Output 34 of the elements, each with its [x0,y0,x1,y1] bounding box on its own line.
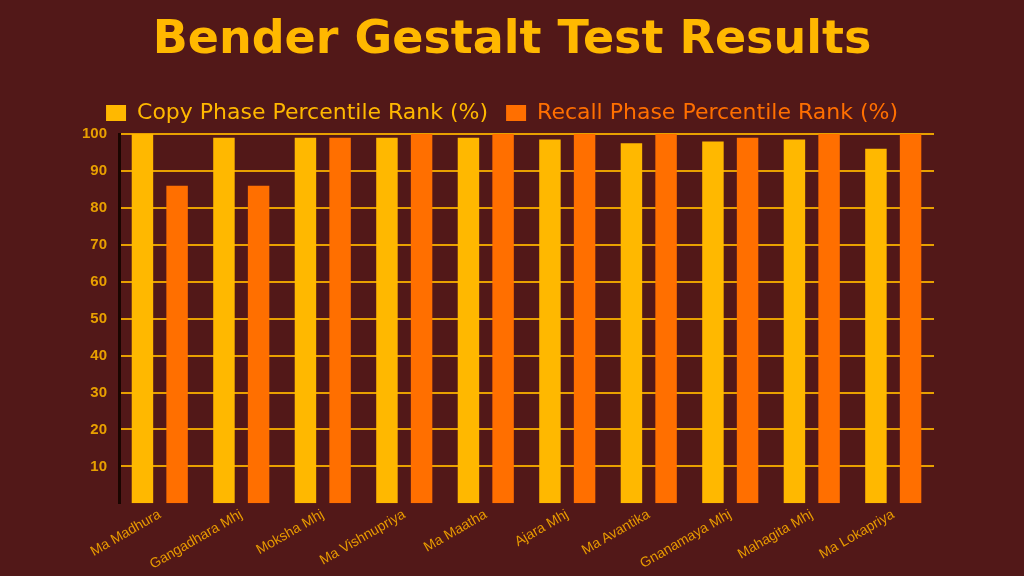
bar [736,137,759,504]
y-tick-label: 20 [90,419,108,437]
bar [294,137,317,504]
bar [899,134,922,504]
bar [410,134,433,504]
y-tick-label: 40 [90,345,108,363]
y-tick-label: 80 [90,198,108,215]
bar [783,139,806,504]
x-tick-label: Ajara Mhj [511,505,571,550]
legend-label: Recall Phase Percentile Rank (%) [537,98,898,124]
y-tick-label: 90 [90,161,108,179]
bar [457,137,480,504]
chart-title: Bender Gestalt Test Results [151,10,873,64]
bar [702,141,724,504]
bar [131,134,154,504]
y-tick-label: 30 [90,382,108,400]
legend-label: Copy Phase Percentile Rank (%) [137,98,489,124]
y-tick-label: 50 [90,308,108,326]
bar [573,134,596,504]
bar [865,148,887,504]
y-tick-label: 60 [90,271,108,289]
bar [329,137,351,504]
bar [620,143,643,504]
bar [166,185,188,504]
y-tick-label: 10 [90,456,108,474]
bar [376,137,398,504]
bar [492,134,514,504]
bar [539,139,561,504]
y-tick-label: 100 [82,124,108,142]
bar [818,134,840,504]
bar [247,185,270,504]
bar [213,137,235,504]
bar [655,134,677,504]
y-tick-label: 70 [90,234,108,252]
